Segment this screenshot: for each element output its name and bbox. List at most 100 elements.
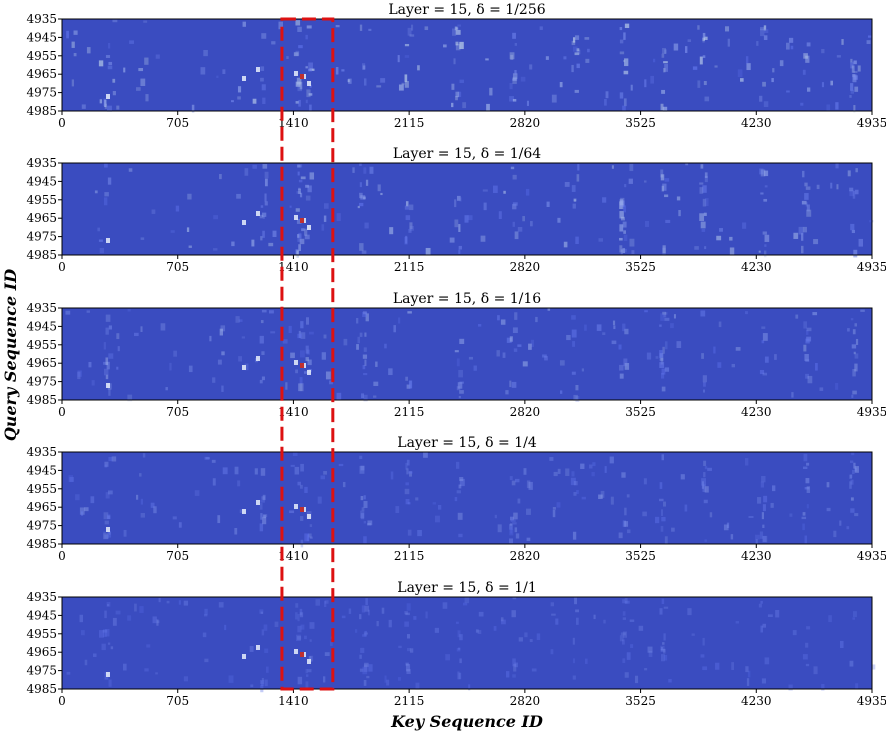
heatmap-cell xyxy=(514,231,519,240)
heatmap-cell xyxy=(336,392,342,400)
heatmap-cell xyxy=(264,178,268,187)
heatmap-cell xyxy=(802,523,805,531)
y-tick-label: 4955 xyxy=(26,627,57,641)
heatmap-cell xyxy=(619,237,623,241)
heatmap-cell xyxy=(217,359,222,365)
heatmap-cell xyxy=(846,526,850,530)
heatmap-cell xyxy=(596,324,602,331)
heatmap-cell xyxy=(150,502,155,508)
heatmap-cell xyxy=(512,78,517,81)
y-tick-label: 4945 xyxy=(26,174,57,188)
heatmap-cell xyxy=(805,55,810,63)
heatmap-cell xyxy=(514,70,517,75)
heatmap-cell xyxy=(97,227,100,232)
heatmap-cell xyxy=(443,44,447,48)
heatmap-cell xyxy=(574,35,580,40)
heatmap-cell xyxy=(445,654,450,661)
heatmap-cell xyxy=(807,375,813,384)
heatmap-cell xyxy=(224,624,227,631)
heatmap-cell xyxy=(459,390,464,394)
heatmap-cell xyxy=(854,189,859,195)
heatmap-cell xyxy=(664,341,668,350)
heatmap-cell xyxy=(661,386,666,392)
heatmap-cell xyxy=(468,356,474,360)
heatmap-cell xyxy=(417,529,422,537)
heatmap-cell xyxy=(747,670,751,678)
heatmap-cell xyxy=(304,228,308,236)
heatmap-cell xyxy=(309,104,312,111)
heatmap-cell xyxy=(572,203,576,209)
heatmap-cell xyxy=(663,313,667,318)
heatmap-cell xyxy=(458,249,461,254)
heatmap-cell xyxy=(363,347,367,352)
heatmap-cell xyxy=(774,354,777,360)
heatmap-cell xyxy=(234,466,239,475)
heatmap-cell xyxy=(762,623,767,628)
heatmap-cell xyxy=(359,465,365,474)
plot-frame xyxy=(61,596,873,690)
heatmap-cell xyxy=(619,26,623,31)
heatmap-cell xyxy=(156,620,160,624)
heatmap-cell xyxy=(775,609,780,618)
heatmap-cell xyxy=(361,605,366,613)
heatmap-cell xyxy=(755,539,758,545)
heatmap-cell xyxy=(634,675,639,684)
heatmap-cell xyxy=(493,626,497,631)
heatmap-cell xyxy=(707,467,712,471)
heatmap-cell xyxy=(417,65,420,71)
heatmap-cell xyxy=(702,484,706,493)
heatmap-cell xyxy=(363,78,367,86)
heatmap-cell xyxy=(685,163,689,166)
heatmap-cell xyxy=(360,510,365,519)
heatmap-cell xyxy=(304,371,309,374)
heatmap-cell xyxy=(356,344,359,350)
heatmap-cell xyxy=(761,475,766,483)
heatmap-cell xyxy=(309,639,312,642)
heatmap-cell xyxy=(304,486,308,494)
heatmap-cell xyxy=(871,664,876,670)
heatmap-cell xyxy=(73,52,77,57)
heatmap-cell xyxy=(203,49,208,57)
heatmap-cell xyxy=(587,48,590,53)
heatmap-cell xyxy=(106,361,110,370)
y-tick-label: 4935 xyxy=(26,590,57,604)
heatmap-cell xyxy=(830,182,833,189)
heatmap-cell xyxy=(459,476,464,482)
heatmap-cell xyxy=(104,461,109,467)
heatmap-cell xyxy=(526,100,529,106)
heatmap-cell xyxy=(298,232,302,239)
heatmap-cell xyxy=(850,474,853,479)
heatmap-cell xyxy=(623,32,626,40)
heatmap-cell xyxy=(642,511,647,517)
heatmap-cell-peak xyxy=(300,652,304,657)
heatmap-cell xyxy=(105,327,109,335)
heatmap-cell xyxy=(363,373,368,376)
heatmap-cell xyxy=(289,510,295,514)
heatmap-cell xyxy=(759,95,763,102)
heatmap-cell xyxy=(661,53,665,58)
heatmap-cell xyxy=(619,364,624,371)
heatmap-cell xyxy=(218,602,224,608)
heatmap-cell xyxy=(263,624,268,631)
heatmap-cell xyxy=(297,234,302,242)
x-tick-label: 2115 xyxy=(394,694,425,708)
heatmap-cell xyxy=(813,666,818,675)
heatmap-cell xyxy=(850,58,853,63)
heatmap-cell xyxy=(104,520,109,525)
heatmap-cell xyxy=(363,196,366,200)
heatmap-cell xyxy=(221,385,224,392)
heatmap-cell xyxy=(105,357,109,366)
heatmap-cell xyxy=(342,481,346,488)
heatmap-cell xyxy=(202,632,207,638)
heatmap-panel: Layer = 15, δ = 1/256 4935 4945 4955 4965 497… xyxy=(26,2,886,130)
heatmap-cell xyxy=(389,227,394,235)
heatmap-cell xyxy=(757,497,762,504)
heatmap-cell xyxy=(858,238,864,247)
heatmap-cell xyxy=(761,678,767,684)
heatmap-cell xyxy=(409,34,415,37)
heatmap-cell xyxy=(139,473,142,477)
heatmap-cell xyxy=(517,498,521,504)
heatmap-cell xyxy=(659,324,662,327)
heatmap-cell xyxy=(512,658,516,667)
y-tick-label: 4945 xyxy=(26,30,57,44)
